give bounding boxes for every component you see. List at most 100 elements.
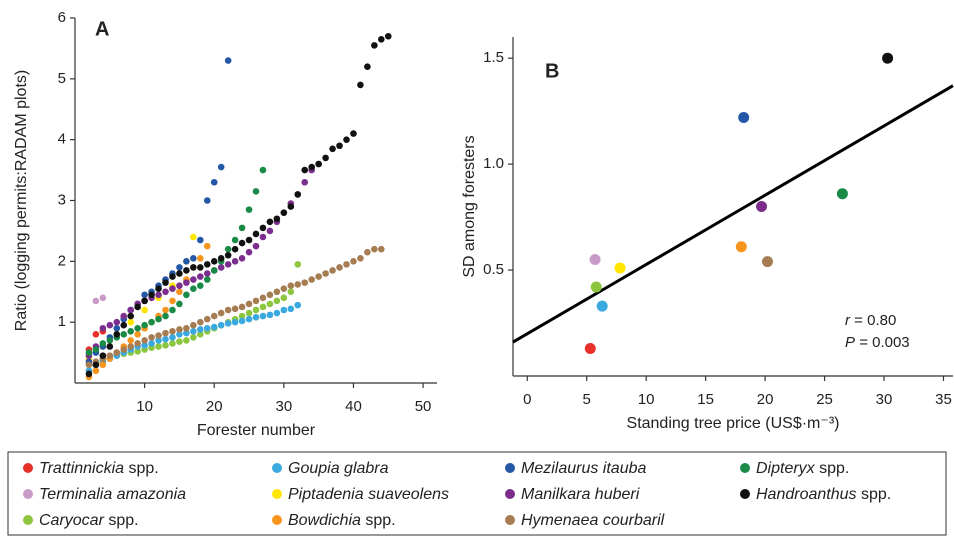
data-point (183, 329, 190, 337)
data-point (113, 324, 121, 332)
stat-label: P = 0.003 (845, 334, 910, 351)
data-point (127, 327, 134, 335)
data-point (92, 367, 100, 375)
legend-label: Mezilaurus itauba (521, 460, 647, 477)
legend-word: Trattinnickia (39, 460, 124, 477)
x-tick-label: 30 (876, 391, 893, 408)
data-point (176, 282, 183, 289)
data-point (127, 343, 134, 350)
data-point (238, 317, 246, 325)
legend-word: suaveolens (364, 486, 449, 503)
data-point (183, 267, 190, 274)
stat-label: r = 0.80 (845, 312, 896, 329)
x-tick-label: 35 (935, 391, 952, 408)
data-point (190, 321, 197, 329)
trend-line (512, 84, 954, 344)
data-point (155, 285, 162, 293)
data-point (210, 267, 218, 274)
data-point (266, 227, 274, 235)
data-point (590, 281, 602, 293)
data-point (210, 323, 218, 331)
data-point (148, 340, 155, 347)
x-tick-label: 20 (206, 398, 223, 415)
data-point (217, 254, 225, 262)
data-point (162, 329, 169, 337)
data-point (252, 230, 260, 238)
legend-marker (505, 489, 515, 499)
data-point (378, 245, 385, 253)
data-point (120, 312, 128, 320)
data-point (155, 337, 162, 344)
data-point (245, 248, 253, 256)
legend-marker (740, 463, 750, 473)
data-point (162, 312, 169, 320)
data-point (329, 145, 336, 153)
data-point (183, 279, 190, 286)
data-point (210, 258, 218, 265)
data-point (231, 245, 239, 253)
legend-label: Goupia glabra (288, 460, 389, 477)
data-point (183, 337, 190, 344)
data-point (614, 262, 626, 274)
x-tick-label: 10 (136, 398, 153, 415)
data-point (169, 285, 176, 293)
data-point (148, 318, 155, 326)
data-point (169, 273, 176, 280)
stat-symbol: P (845, 334, 855, 351)
data-point (190, 276, 197, 283)
data-point (252, 297, 260, 305)
data-point (203, 315, 211, 323)
data-point (301, 166, 309, 174)
data-point (169, 306, 176, 314)
data-point (259, 312, 267, 320)
x-tick-label: 30 (276, 398, 293, 415)
legend-word: Piptadenia (288, 486, 364, 503)
data-point (197, 264, 204, 271)
data-point (141, 341, 148, 349)
data-point (162, 279, 169, 286)
data-point (197, 326, 204, 333)
data-point (294, 281, 302, 288)
data-point (322, 270, 329, 277)
data-point (224, 261, 232, 268)
data-point (259, 166, 267, 174)
data-point (315, 160, 322, 168)
legend-label: Dipteryx spp. (756, 460, 849, 477)
data-point (294, 301, 302, 309)
data-point (245, 206, 253, 213)
data-point (350, 258, 357, 265)
data-point (106, 343, 114, 350)
x-tick-label: 20 (757, 391, 774, 408)
data-point (162, 306, 169, 314)
data-point (735, 241, 747, 253)
data-point (155, 291, 162, 299)
legend-word: spp. (361, 512, 396, 529)
x-axis-label: Forester number (197, 422, 316, 439)
legend-word: Goupia (288, 460, 340, 477)
data-point (273, 297, 281, 305)
data-point (224, 57, 232, 64)
data-point (197, 318, 204, 326)
data-point (134, 348, 141, 355)
data-point (155, 332, 162, 339)
data-point (85, 349, 93, 356)
legend-marker (272, 463, 282, 473)
data-point (183, 291, 190, 299)
data-point (203, 197, 211, 204)
data-point (231, 258, 239, 265)
y-tick-label: 0.5 (483, 261, 504, 278)
data-point (224, 245, 232, 253)
y-tick-label: 3 (58, 191, 66, 208)
data-point (357, 81, 364, 89)
data-point (190, 285, 197, 293)
legend-word: spp. (857, 486, 892, 503)
panel-label: B (545, 60, 559, 82)
data-point (329, 267, 336, 274)
legend-marker (505, 463, 515, 473)
data-point (252, 306, 260, 314)
legend-label: Trattinnickia spp. (39, 460, 159, 477)
data-point (287, 203, 295, 210)
x-tick-label: 0 (523, 391, 531, 408)
stat-value: = 0.003 (859, 334, 909, 351)
